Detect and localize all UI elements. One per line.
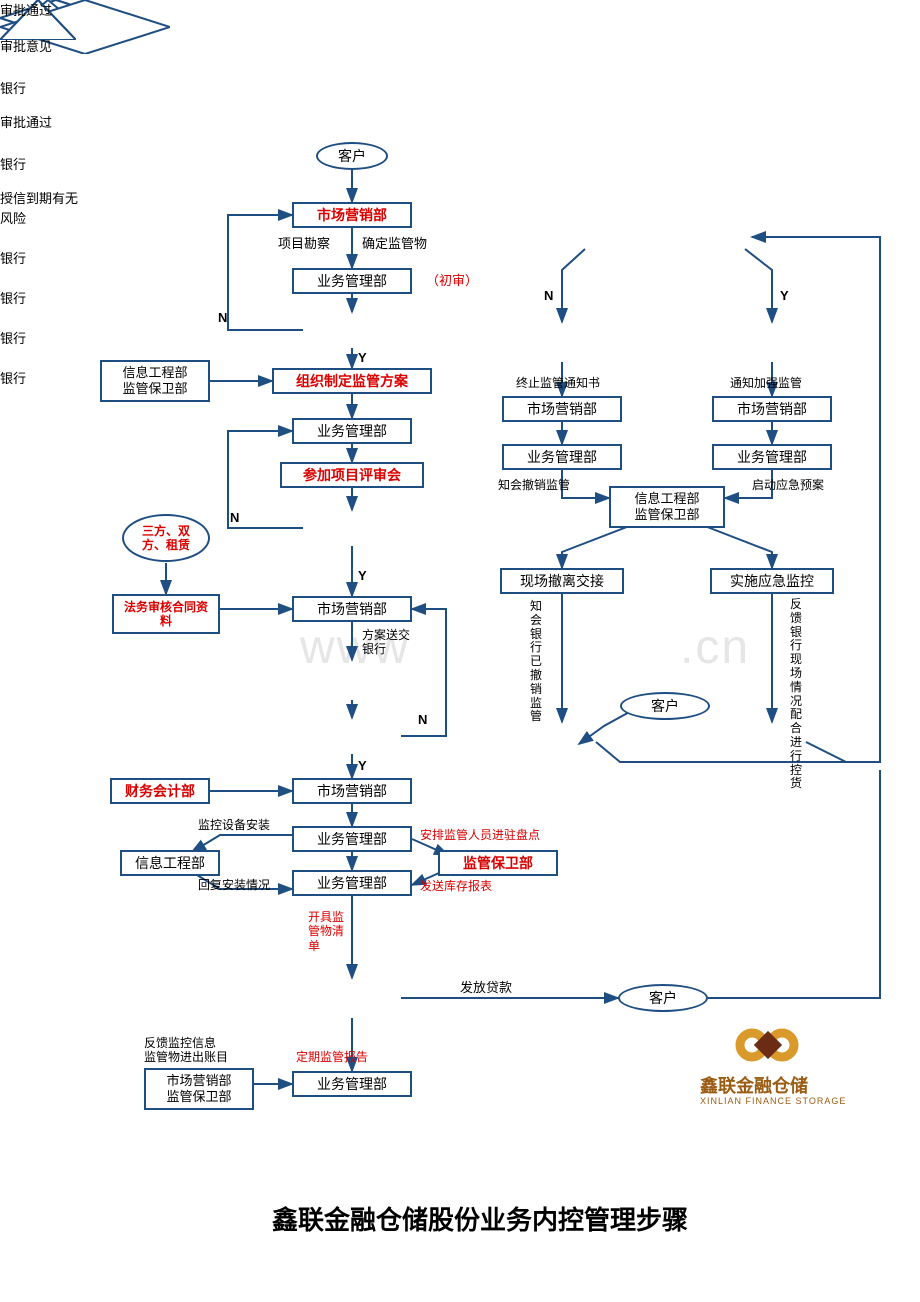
logo-sub: XINLIAN FINANCE STORAGE — [700, 1096, 846, 1106]
flowchart-canvas: www .cn — [0, 0, 920, 1302]
contract-type-text: 三方、双 方、租赁 — [142, 524, 190, 553]
approve2-text: 审批意见 — [0, 39, 52, 54]
node-legal: 法务审核合同资 料 — [112, 594, 220, 634]
node-sec-dept: 监管保卫部 — [438, 850, 558, 876]
label-feedback: 反馈监控信息 监管物进出账目 — [144, 1036, 228, 1065]
node-feedback-left: 市场营销部 监管保卫部 — [144, 1068, 254, 1110]
node-marketing-3: 市场营销部 — [292, 778, 412, 804]
plan-text: 组织制定监管方案 — [296, 373, 408, 390]
bank-n-text: 银行 — [0, 251, 26, 266]
label-n2: N — [230, 510, 239, 526]
label-notify-bank: 知 会 银 行 已 撤 销 监 管 — [530, 600, 546, 724]
logo-text: 鑫联金融仓储 — [700, 1072, 808, 1098]
sec-dept-text: 监管保卫部 — [463, 855, 533, 872]
review-text: 参加项目评审会 — [303, 467, 401, 484]
label-y2: Y — [358, 568, 367, 584]
label-initial: （初审） — [426, 273, 478, 289]
label-survey: 项目勘察 — [278, 236, 330, 252]
node-finance: 财务会计部 — [110, 778, 210, 804]
marketing1-text: 市场营销部 — [317, 207, 387, 224]
node-biz-y: 业务管理部 — [712, 444, 832, 470]
label-y1: Y — [358, 350, 367, 366]
page-title: 鑫联金融仓储股份业务内控管理步骤 — [230, 1200, 730, 1237]
node-withdraw: 现场撤离交接 — [500, 568, 624, 594]
node-info-sec-left: 信息工程部 监管保卫部 — [100, 360, 210, 402]
approve3-text: 审批通过 — [0, 115, 52, 130]
label-send-report: 发送库存报表 — [420, 879, 492, 893]
bank-end1-text: 银行 — [0, 331, 26, 346]
node-review: 参加项目评审会 — [280, 462, 424, 488]
label-install: 监控设备安装 — [198, 818, 270, 832]
label-risk-y: Y — [780, 288, 789, 304]
label-start-plan: 启动应急预案 — [752, 478, 824, 492]
node-biz-n: 业务管理部 — [502, 444, 622, 470]
finance-text: 财务会计部 — [125, 783, 195, 800]
bank-end2-text: 银行 — [0, 371, 26, 386]
node-marketing-y: 市场营销部 — [712, 396, 832, 422]
bank1-text: 银行 — [0, 81, 26, 96]
label-n3: N — [418, 712, 427, 728]
label-risk-n: N — [544, 288, 553, 304]
logo-icon — [720, 1020, 820, 1070]
node-info-eng: 信息工程部 — [120, 850, 220, 876]
node-customer: 客户 — [316, 142, 388, 170]
node-customer-3: 客户 — [620, 692, 710, 720]
label-feedback-right: 反 馈 银 行 现 场 情 况 配 合 进 行 控 货 — [790, 598, 806, 791]
node-biz-2: 业务管理部 — [292, 418, 412, 444]
label-determine: 确定监管物 — [362, 236, 427, 252]
node-marketing-2: 市场营销部 — [292, 596, 412, 622]
label-install-reply: 回复安装情况 — [198, 878, 270, 892]
node-marketing-n: 市场营销部 — [502, 396, 622, 422]
node-biz-4: 业务管理部 — [292, 870, 412, 896]
node-plan: 组织制定监管方案 — [272, 368, 432, 394]
label-loan: 发放贷款 — [460, 980, 512, 996]
node-biz-1: 业务管理部 — [292, 268, 412, 294]
node-emergency: 实施应急监控 — [710, 568, 834, 594]
node-customer-2: 客户 — [618, 984, 708, 1012]
label-cancel: 知会撤销监管 — [498, 478, 570, 492]
node-marketing-1: 市场营销部 — [292, 202, 412, 228]
label-send-plan: 方案送交 银行 — [362, 628, 410, 657]
node-biz-5: 业务管理部 — [292, 1071, 412, 1097]
node-contract-type: 三方、双 方、租赁 — [122, 514, 210, 562]
approve1-text: 审批通过 — [0, 3, 52, 18]
node-info-sec-right: 信息工程部 监管保卫部 — [609, 486, 725, 528]
label-periodic: 定期监管报告 — [296, 1050, 368, 1064]
edge-layer — [0, 0, 920, 1302]
legal-text: 法务审核合同资 料 — [124, 600, 208, 629]
label-y3: Y — [358, 758, 367, 774]
node-biz-3: 业务管理部 — [292, 826, 412, 852]
label-strengthen: 通知加强监管 — [730, 376, 802, 390]
label-n1: N — [218, 310, 227, 326]
bank2-text: 银行 — [0, 157, 26, 172]
label-arrange: 安排监管人员进驻盘点 — [420, 828, 540, 842]
label-issue-list: 开具监 管物清 单 — [308, 910, 344, 953]
label-terminate: 终止监管通知书 — [516, 376, 600, 390]
bank-y-text: 银行 — [0, 291, 26, 306]
